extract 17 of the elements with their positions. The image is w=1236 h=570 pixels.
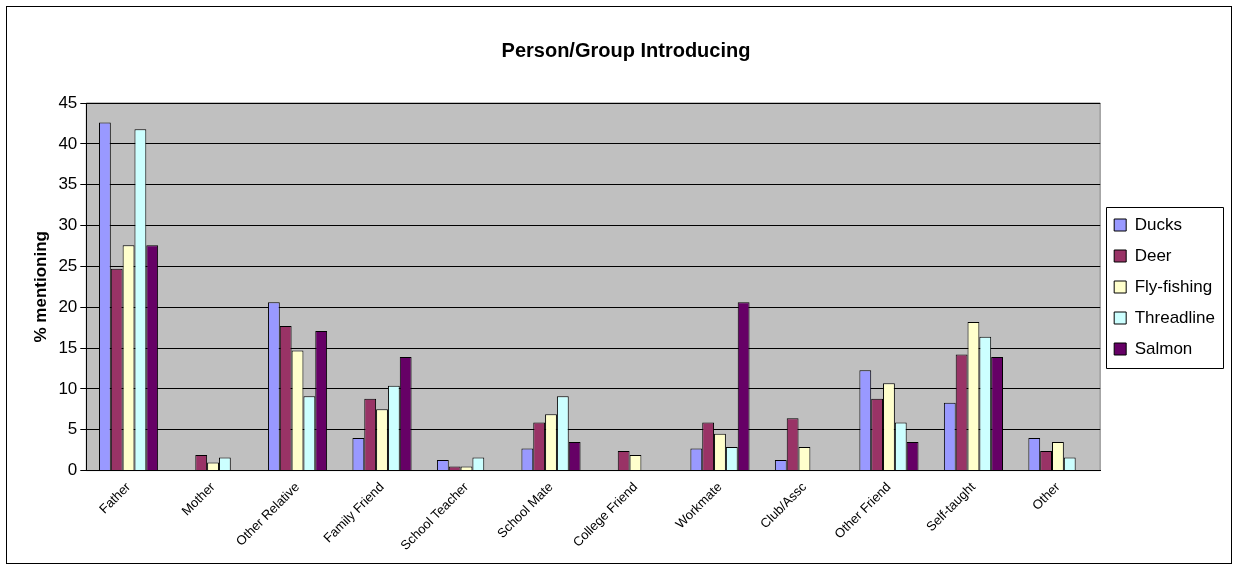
y-tick-label: 0	[67, 460, 78, 480]
y-tick-label: 25	[58, 256, 78, 276]
legend-label: Salmon	[1134, 338, 1193, 358]
y-tick-label: 35	[58, 174, 78, 194]
chart-title: Person/Group Introducing	[501, 38, 751, 61]
y-tick-label: 45	[58, 92, 78, 112]
y-tick-label: 40	[58, 133, 78, 153]
y-tick-label: 10	[58, 378, 78, 398]
y-tick-label: 15	[58, 337, 78, 357]
legend-label: Deer	[1134, 245, 1172, 265]
y-tick-label: 20	[58, 296, 78, 316]
legend-label: Fly-fishing	[1134, 276, 1213, 296]
legend-label: Threadline	[1134, 307, 1215, 327]
y-tick-label: 5	[67, 419, 78, 439]
y-axis-title: % mentioning	[30, 231, 50, 343]
y-tick-label: 30	[58, 215, 78, 235]
legend-label: Ducks	[1134, 214, 1182, 234]
